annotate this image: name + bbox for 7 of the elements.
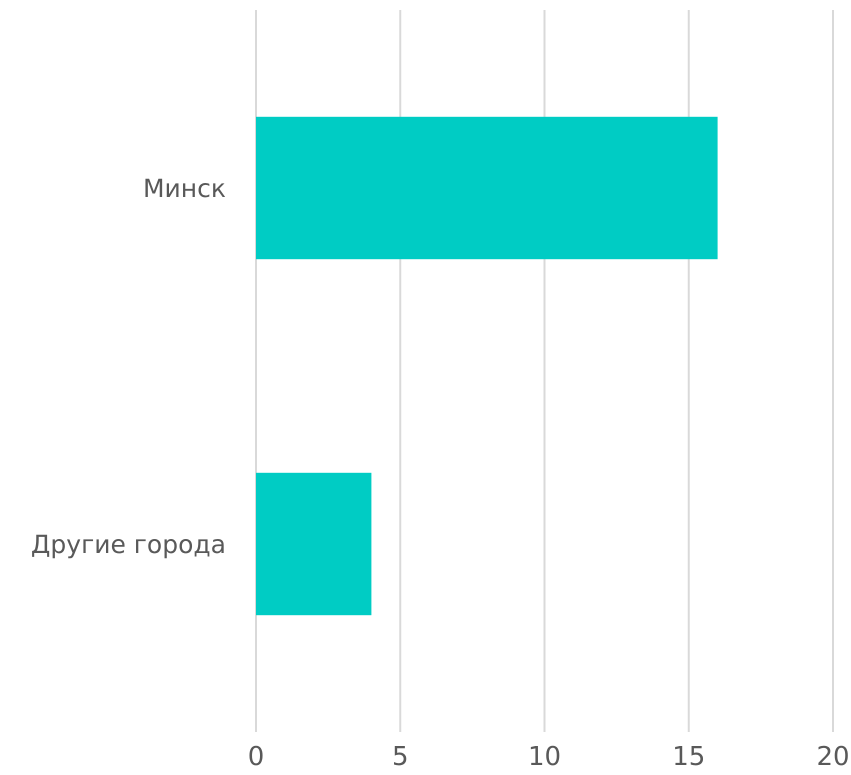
x-tick-label: 20 (816, 742, 850, 772)
y-tick-label: Минск (142, 174, 226, 203)
y-tick-label: Другие города (30, 530, 226, 559)
x-tick-label: 10 (528, 742, 562, 772)
x-tick-label: 0 (248, 742, 264, 772)
x-tick-label: 15 (672, 742, 706, 772)
x-tick-label: 5 (392, 742, 409, 772)
